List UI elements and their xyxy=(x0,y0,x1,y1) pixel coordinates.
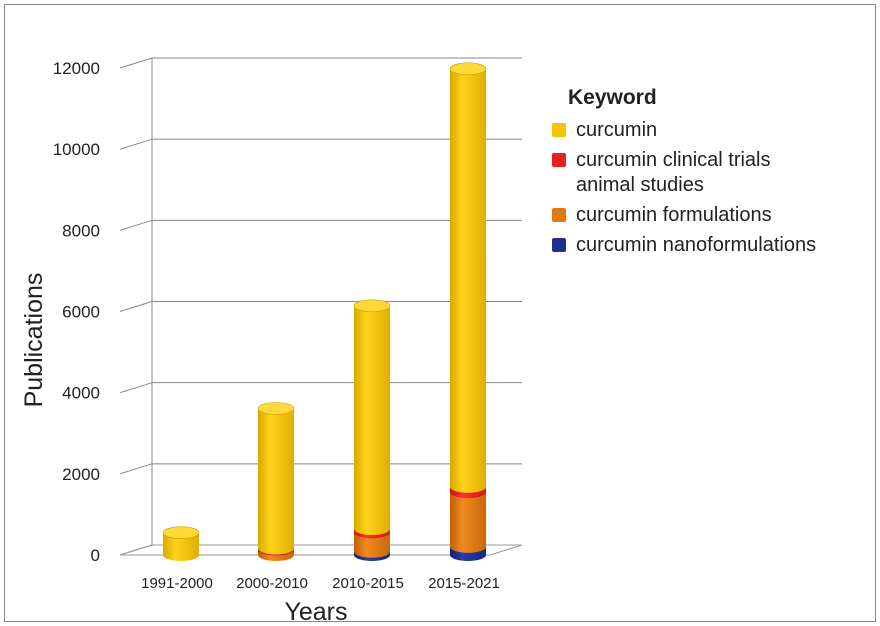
y-tick-label: 8000 xyxy=(62,221,100,240)
grid-line-diag xyxy=(119,57,153,69)
x-axis-label: Years xyxy=(284,598,347,626)
bar-body xyxy=(258,408,294,555)
bar-body xyxy=(450,68,486,493)
bar-top xyxy=(257,402,295,415)
grid-line-diag xyxy=(119,382,153,394)
legend-item: curcumin formulations xyxy=(548,203,878,228)
bars xyxy=(162,62,487,561)
legend-swatch xyxy=(552,238,566,252)
bar-body xyxy=(354,305,390,536)
chart-frame xyxy=(4,4,876,622)
legend-label: curcumin nanoformulations xyxy=(576,234,817,256)
x-tick-labels: 1991-2000 2000-2010 2010-2015 2015-2021 xyxy=(141,575,500,592)
legend-label: curcumin formulations xyxy=(576,204,772,226)
grid-line-diag xyxy=(119,138,153,150)
bar-body xyxy=(163,532,199,561)
bar-body xyxy=(450,492,486,553)
grid-line-diag xyxy=(119,463,153,475)
legend-swatch xyxy=(552,123,566,137)
bar-top xyxy=(449,62,487,76)
bar-segment xyxy=(354,532,390,558)
y-tick-label: 2000 xyxy=(62,465,100,484)
bar-segment xyxy=(450,492,486,553)
bar-top xyxy=(353,299,391,313)
legend-swatch xyxy=(552,153,566,167)
bar-segment xyxy=(450,68,486,493)
grid-line-diag xyxy=(119,301,153,312)
legend-title: Keyword xyxy=(568,86,657,109)
bar-segment xyxy=(354,305,390,536)
legend: Keyword curcumin curcumin clinical trials… xyxy=(548,86,878,263)
y-tick-label: 12000 xyxy=(53,59,100,78)
y-axis-label: Publications xyxy=(20,273,48,408)
y-tick-label: 0 xyxy=(91,546,100,565)
bar-top xyxy=(162,526,200,539)
x-tick-label: 2015-2021 xyxy=(428,575,500,592)
x-tick-label: 1991-2000 xyxy=(141,575,213,592)
bar-segment xyxy=(163,532,199,561)
x-tick-label: 2000-2010 xyxy=(236,575,308,592)
y-tick-label: 4000 xyxy=(62,384,100,403)
y-tick-label: 10000 xyxy=(53,140,100,159)
y-tick-label: 6000 xyxy=(62,303,100,322)
bar-segment xyxy=(258,408,294,555)
legend-label: curcumin xyxy=(576,119,658,141)
y-tick-labels: 0 2000 4000 6000 8000 10000 12000 xyxy=(53,59,100,565)
legend-swatch xyxy=(552,208,566,222)
legend-item: curcumin nanoformulations xyxy=(548,233,878,258)
legend-label: curcumin clinical trials animal studies xyxy=(576,149,771,196)
x-tick-label: 2010-2015 xyxy=(332,575,404,592)
legend-item: curcumin clinical trials animal studies xyxy=(548,148,878,198)
grid-line-diag xyxy=(119,219,153,231)
legend-item: curcumin xyxy=(548,118,878,143)
bar-body xyxy=(354,532,390,558)
